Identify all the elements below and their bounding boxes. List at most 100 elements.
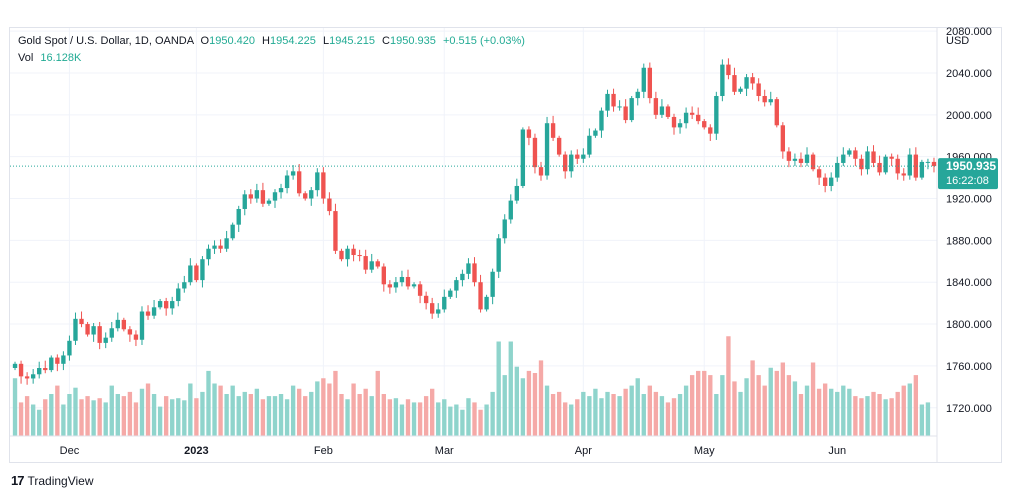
volume-bar [466,398,471,436]
x-tick-label: Dec [60,445,80,457]
volume-bar [278,394,284,436]
candle-body [260,190,266,204]
volume-bar [284,399,290,436]
symbol-title[interactable]: Gold Spot / U.S. Dollar, 1D, OANDA [18,35,194,47]
candle-body [242,194,247,209]
last-price-badge [938,158,998,190]
volume-bar [133,402,139,436]
volume-label[interactable]: Vol [18,52,34,64]
candle-body [599,110,604,131]
volume-bar [139,388,145,436]
volume-bar [170,399,175,436]
volume-bar [810,362,816,436]
volume-bar [502,375,507,436]
candle-body [641,67,646,92]
candle-body [466,263,471,274]
x-tick-label: May [694,445,715,457]
volume-bar [532,373,538,436]
tradingview-logo-icon: 17 [11,473,25,488]
candle-body [423,295,429,304]
candle-body [12,363,18,368]
volume-bar [460,409,465,436]
candle-body [617,106,622,108]
candle-body [188,265,193,283]
volume-bar [508,341,513,436]
candle-body [720,64,725,96]
y-tick-label: 2040.000 [946,68,992,80]
candle-body [127,329,133,335]
candle-body [303,193,308,199]
volume-bar [43,399,48,436]
candle-body [266,200,272,204]
candle-body [393,282,399,288]
candle-body [526,129,532,138]
volume-bar [339,394,344,436]
candle-body [702,121,707,128]
volume-bar [635,378,640,436]
y-tick-label: 2080.000 [946,26,992,38]
candle-body [623,106,628,121]
candle-body [696,114,701,122]
volume-bar [744,378,749,436]
candle-body [43,368,48,371]
volume-bar [224,394,229,436]
volume-bar [659,396,665,436]
candle-body [895,158,900,174]
volume-bar [73,387,78,436]
volume-bar [496,341,501,436]
candle-body [442,296,447,310]
volume-bar [647,385,653,436]
volume-bar [97,398,102,436]
volume-value: 16.128K [40,52,82,64]
volume-bar [611,394,616,436]
x-tick-label: Feb [314,445,333,457]
volume-bar [24,396,30,436]
candle-body [871,151,876,163]
volume-bar [865,396,870,436]
volume-bar [683,385,689,436]
volume-bar [12,378,18,436]
volume-bar [617,396,622,436]
volume-bar [526,370,532,436]
candle-body [816,169,822,178]
candle-body [907,154,912,176]
volume-bar [859,398,864,436]
volume-bar [248,394,253,436]
candle-body [744,77,749,89]
volume-bar [623,388,628,436]
volume-bar [484,404,489,436]
candle-body [544,123,550,176]
candle-body [375,261,380,267]
volume-bar [774,370,779,436]
volume-bar [877,394,882,436]
price-axis: USD 1720.000 1760.000 1800.000 1840.000 1880.… [936,26,998,462]
candle-body [417,284,423,296]
volume-bar [702,370,707,436]
branding[interactable]: 17 TradingView [11,473,94,488]
candle-body [345,248,350,260]
volume-bar [369,396,374,436]
candle-body [569,154,574,172]
volume-bar [514,366,519,436]
volume-bar [544,385,550,436]
candle-body [224,238,229,249]
volume-bar [37,409,42,436]
volume-bar [448,406,453,436]
grid-lines [10,28,937,436]
candle-body [556,137,562,155]
y-tick-label: 1880.000 [946,235,992,247]
volume-bar [381,394,386,436]
volume-bar [109,385,114,436]
volume-bar [829,388,834,436]
volume-bar [629,385,634,436]
candle-body [254,190,260,199]
volume-bar [671,398,677,436]
volume-bar [738,391,743,436]
volume-bar [895,391,900,436]
volume-bar [786,375,792,436]
volume-bar [188,383,193,436]
candle-body [859,158,864,170]
candle-body [919,161,925,178]
candle-body [411,284,417,287]
